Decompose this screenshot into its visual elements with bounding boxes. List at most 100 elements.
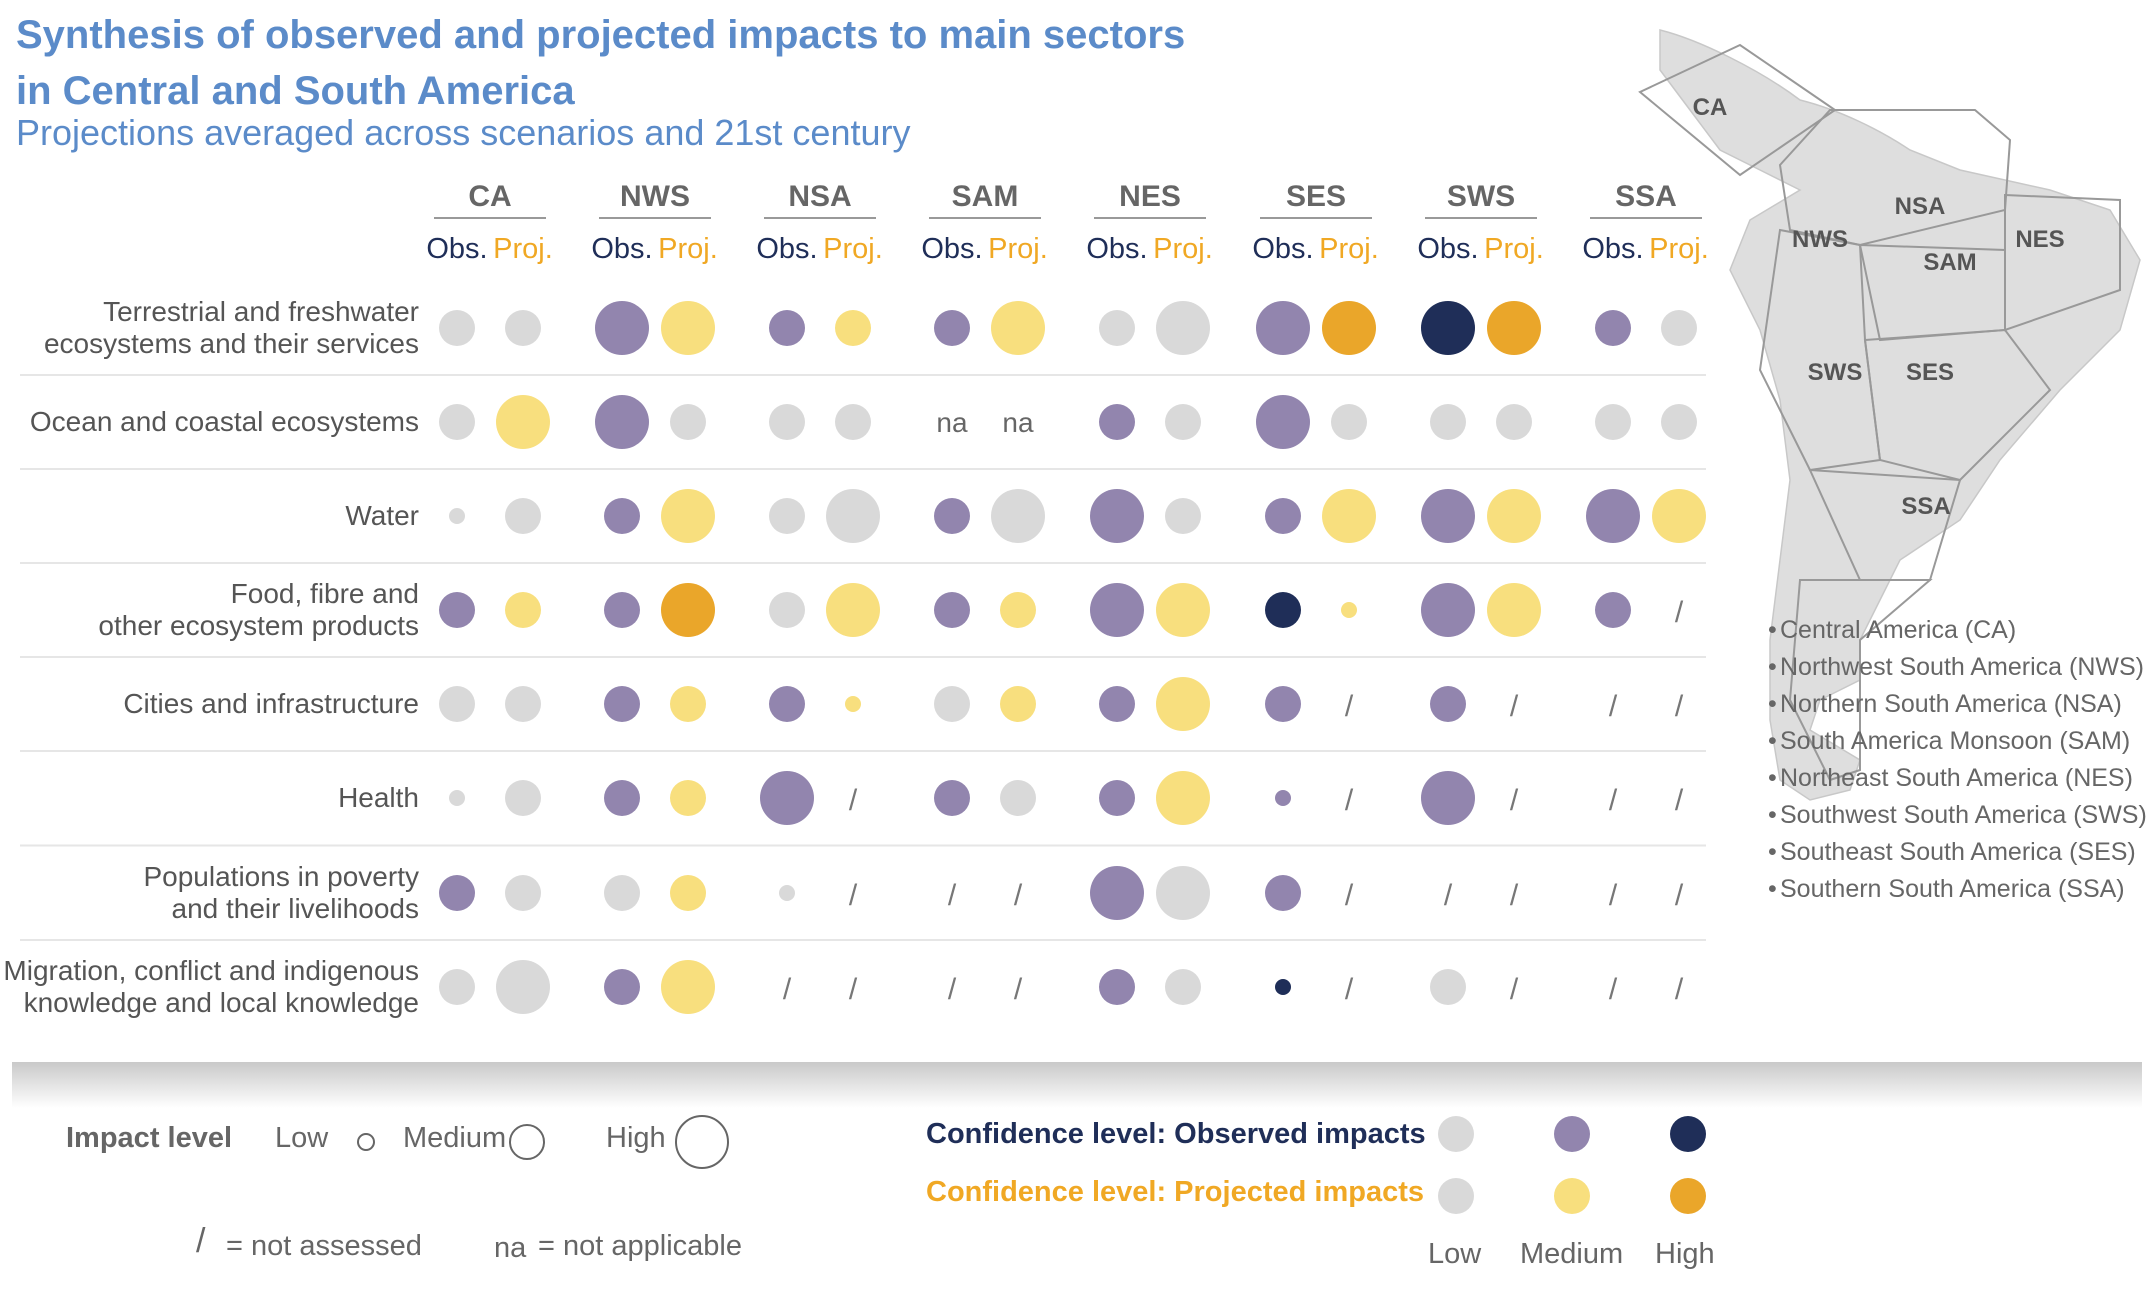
proj-impact-dot [670,404,706,440]
impact-low-symbol [357,1133,375,1151]
proj-impact-dot [1156,771,1210,825]
obs-impact-dot [439,404,475,440]
not-assessed-mark: / [1014,973,1023,1006]
proj-impact-dot [1331,404,1367,440]
obs-impact-dot [1265,875,1301,911]
proj-column-label: Proj. [1319,233,1379,265]
proj-impact-dot [1661,310,1697,346]
confidence-observed-label: Confidence level: Observed impacts [926,1118,1426,1150]
obs-impact-dot [1430,404,1466,440]
chart-title-line2: in Central and South America [16,69,575,113]
obs-impact-dot [1430,969,1466,1005]
region-header: SES [1286,180,1346,213]
obs-impact-dot [1099,310,1135,346]
obs-impact-dot [604,875,640,911]
confidence-projected-label: Confidence level: Projected impacts [926,1176,1424,1208]
obs-impact-dot [934,498,970,534]
obs-impact-dot [1099,686,1135,722]
proj-column-label: Proj. [1153,233,1213,265]
impact-medium-symbol [509,1124,545,1160]
region-list-item: • South America Monsoon (SAM) [1768,727,2131,755]
na-symbol: na [494,1232,527,1264]
region-header: SAM [952,180,1019,213]
not-applicable-mark: na [1002,407,1034,438]
map-region-label: NSA [1895,193,1946,220]
proj-impact-dot [845,696,861,712]
sector-label: Terrestrial and freshwater ecosystems and… [43,296,419,359]
obs-impact-dot [604,780,640,816]
not-applicable-mark: na [936,407,968,438]
obs-column-label: Obs. [1417,233,1478,265]
obs-impact-dot [1586,489,1640,543]
obs-impact-dot [769,498,805,534]
not-assessed-symbol: / [196,1222,206,1260]
region-outline [2004,193,2121,332]
map-region-label: SWS [1808,359,1863,386]
obs-impact-dot [604,592,640,628]
legend-symbols [357,1115,1706,1214]
obs-impact-dot [1595,592,1631,628]
not-assessed-mark: / [1609,879,1618,912]
region-header: SWS [1447,180,1515,213]
not-assessed-mark: / [783,973,792,1006]
proj-impact-dot [505,310,541,346]
obs-impact-dot [1275,979,1291,995]
proj-impact-dot [670,686,706,722]
proj-impact-dot [670,875,706,911]
obs-impact-dot [1265,686,1301,722]
region-header: NES [1119,180,1181,213]
not-assessed-label: = not assessed [226,1230,422,1262]
sector-label: Cities and infrastructure [123,688,419,719]
not-assessed-mark: / [948,973,957,1006]
impact-level-title: Impact level [66,1122,233,1154]
sector-label: Health [338,782,419,813]
map-region-label: SES [1906,359,1954,386]
proj-impact-dot [1322,301,1376,355]
confidence-observed-dot [1438,1116,1474,1152]
obs-impact-dot [1275,790,1291,806]
not-assessed-mark: / [1345,690,1354,723]
sector-label: Ocean and coastal ecosystems [29,406,419,437]
not-assessed-mark: / [1345,879,1354,912]
obs-impact-dot [1421,301,1475,355]
sector-label: Populations in poverty and their liveliho… [143,861,419,924]
obs-impact-dot [1099,969,1135,1005]
proj-impact-dot [1000,592,1036,628]
proj-impact-dot [1156,866,1210,920]
proj-impact-dot [505,875,541,911]
proj-impact-dot [505,498,541,534]
region-map: CA NSA NWS SAM NES SWS SES SSA [1638,29,2141,801]
proj-column-label: Proj. [1649,233,1709,265]
proj-impact-dot [1487,489,1541,543]
proj-impact-dot [505,780,541,816]
proj-impact-dot [1156,583,1210,637]
obs-impact-dot [1595,404,1631,440]
not-assessed-mark: / [1014,879,1023,912]
map-region-label: SAM [1923,249,1976,276]
obs-impact-dot [604,686,640,722]
confidence-low-label: Low [1428,1238,1482,1270]
proj-impact-dot [835,310,871,346]
proj-impact-dot [1165,404,1201,440]
region-list-item: • Southeast South America (SES) [1768,838,2136,866]
confidence-observed-dot [1554,1116,1590,1152]
proj-column-label: Proj. [658,233,718,265]
obs-impact-dot [1430,686,1466,722]
region-list: • Central America (CA) • Northwest South A… [1768,612,2147,908]
not-assessed-mark: / [1444,879,1453,912]
proj-impact-dot [661,583,715,637]
not-assessed-mark: / [1345,973,1354,1006]
obs-impact-dot [1099,404,1135,440]
region-outline [1778,109,2012,247]
obs-impact-dot [439,686,475,722]
obs-impact-dot [595,395,649,449]
proj-impact-dot [661,960,715,1014]
proj-impact-dot [1156,301,1210,355]
map-region-label: NWS [1792,226,1848,253]
obs-impact-dot [439,592,475,628]
obs-impact-dot [1090,583,1144,637]
proj-impact-dot [661,301,715,355]
proj-impact-dot [1496,404,1532,440]
obs-impact-dot [595,301,649,355]
